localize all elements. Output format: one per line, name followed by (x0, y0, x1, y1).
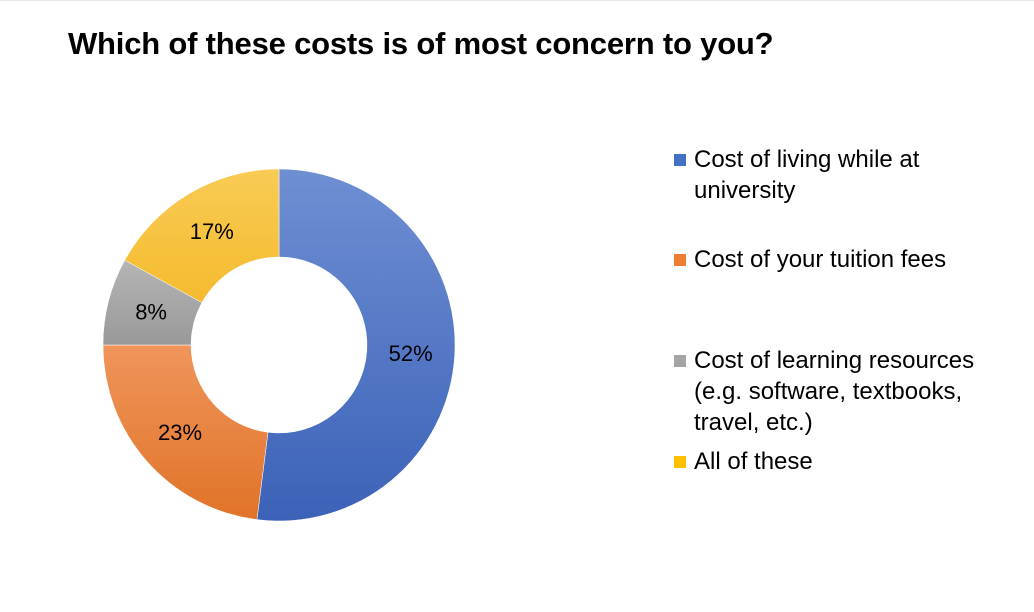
legend-label: Cost of learning resources (e.g. software… (694, 347, 975, 436)
legend-label: All of these (694, 448, 813, 475)
data-label-learning-resources: 8% (135, 300, 167, 325)
data-label-all-of-these: 17% (190, 219, 234, 244)
legend-swatch (674, 254, 686, 266)
chart-title: Which of these costs is of most concern … (68, 26, 774, 61)
data-label-tuition-fees: 23% (158, 420, 202, 445)
legend-swatch (674, 355, 686, 367)
slice-tuition-fees (102, 344, 269, 520)
legend-label: Cost of living while at university (694, 146, 920, 204)
slice-cost-of-living (256, 168, 456, 522)
legend-swatch (674, 456, 686, 468)
legend-label: Cost of your tuition fees (694, 246, 947, 273)
data-label-cost-of-living: 52% (389, 341, 433, 366)
legend-swatch (674, 154, 686, 166)
slice-all-of-these (124, 168, 280, 303)
